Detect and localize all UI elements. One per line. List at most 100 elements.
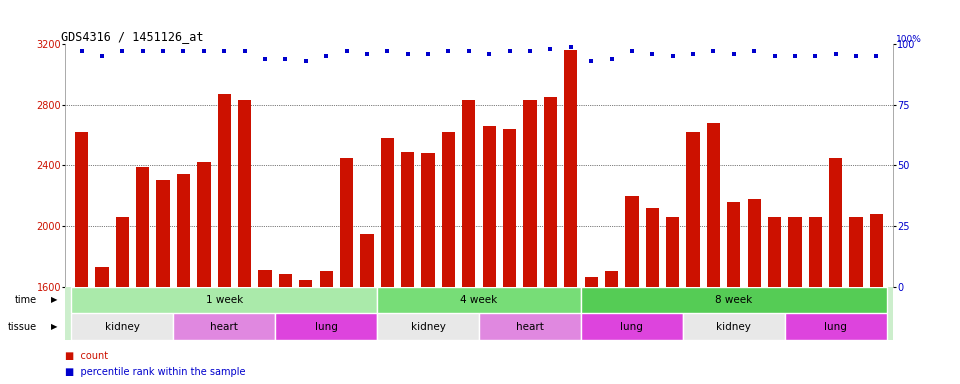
Point [747, 48, 762, 55]
Bar [442, 132, 455, 286]
Point [767, 53, 782, 60]
Point [624, 48, 639, 55]
Point [584, 58, 599, 64]
Point [339, 48, 354, 55]
Text: kidney: kidney [716, 321, 752, 331]
Text: lung: lung [620, 321, 643, 331]
Bar [71, 286, 377, 313]
Point [359, 51, 374, 57]
Bar [177, 174, 190, 286]
Bar [870, 214, 883, 286]
Point [156, 48, 171, 55]
Text: time: time [14, 295, 36, 305]
Bar [788, 217, 802, 286]
Bar [543, 97, 557, 286]
Bar [727, 202, 740, 286]
Point [74, 48, 89, 55]
Point [461, 48, 476, 55]
Point [807, 53, 823, 60]
Point [420, 51, 436, 57]
Point [441, 48, 456, 55]
Point [94, 53, 109, 60]
Point [502, 48, 517, 55]
Bar [156, 180, 170, 286]
Point [237, 48, 252, 55]
Point [542, 46, 558, 52]
Text: 8 week: 8 week [715, 295, 753, 305]
Bar [276, 313, 377, 340]
Text: GDS4316 / 1451126_at: GDS4316 / 1451126_at [61, 30, 204, 43]
Point [644, 51, 660, 57]
Bar [850, 217, 863, 286]
Bar [683, 313, 784, 340]
Bar [479, 313, 581, 340]
Bar [581, 313, 683, 340]
Bar [278, 275, 292, 286]
Point [869, 53, 884, 60]
Bar [360, 233, 373, 286]
Text: 1 week: 1 week [205, 295, 243, 305]
Text: ▶: ▶ [51, 322, 58, 331]
Point [849, 53, 864, 60]
Point [685, 51, 701, 57]
Point [277, 56, 293, 62]
Bar [707, 123, 720, 286]
Bar [768, 217, 781, 286]
Bar [523, 100, 537, 286]
Bar [300, 280, 312, 286]
Point [299, 58, 314, 64]
Bar [421, 153, 435, 286]
Bar [218, 94, 231, 286]
Point [665, 53, 681, 60]
Text: tissue: tissue [8, 321, 36, 331]
Point [176, 48, 191, 55]
Bar [784, 313, 887, 340]
Bar [503, 129, 516, 286]
Point [787, 53, 803, 60]
Point [828, 51, 844, 57]
Bar [625, 195, 638, 286]
Point [564, 43, 579, 50]
Text: lung: lung [315, 321, 338, 331]
Text: kidney: kidney [105, 321, 140, 331]
Point [604, 56, 619, 62]
Bar [808, 217, 822, 286]
Bar [320, 271, 333, 286]
Bar [71, 313, 174, 340]
Point [482, 51, 497, 57]
Point [319, 53, 334, 60]
Text: ■  percentile rank within the sample: ■ percentile rank within the sample [65, 367, 246, 377]
Point [114, 48, 130, 55]
Bar [462, 100, 475, 286]
Bar [381, 138, 394, 286]
Point [257, 56, 273, 62]
Bar [829, 158, 842, 286]
Bar [585, 277, 598, 286]
Text: 100%: 100% [896, 35, 922, 44]
Bar [95, 267, 108, 286]
Bar [377, 286, 581, 313]
Point [522, 48, 538, 55]
Bar [564, 50, 577, 286]
Bar [136, 167, 150, 286]
Text: heart: heart [210, 321, 238, 331]
Point [135, 48, 151, 55]
Bar [401, 152, 415, 286]
Text: 4 week: 4 week [461, 295, 497, 305]
Point [706, 48, 721, 55]
Bar [605, 271, 618, 286]
Point [400, 51, 416, 57]
Bar [340, 158, 353, 286]
Point [379, 48, 395, 55]
Bar [75, 132, 88, 286]
Bar [666, 217, 680, 286]
Text: lung: lung [825, 321, 847, 331]
Point [217, 48, 232, 55]
Text: ■  count: ■ count [65, 351, 108, 361]
Bar [238, 100, 252, 286]
Bar [377, 313, 479, 340]
Bar [748, 199, 761, 286]
Bar [174, 313, 276, 340]
Bar [646, 208, 659, 286]
Text: kidney: kidney [411, 321, 445, 331]
